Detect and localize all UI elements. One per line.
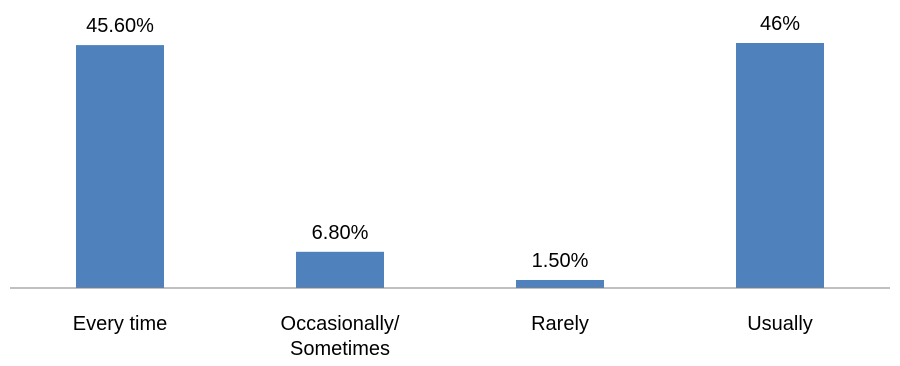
- bar-value-label: 46%: [760, 13, 800, 35]
- bar-value-label: 1.50%: [532, 250, 589, 272]
- x-tick-label: Every time: [73, 313, 167, 335]
- x-tick-label-line: Sometimes: [290, 338, 390, 360]
- x-tick-label: Usually: [747, 313, 813, 335]
- bar: [516, 280, 604, 288]
- bar: [736, 43, 824, 288]
- x-tick-labels-layer: Every time Occasionally/Sometimes Rarely Us…: [73, 313, 813, 360]
- bar-value-label: 6.80%: [312, 222, 369, 244]
- bar: [296, 251, 384, 288]
- x-tick-label: Occasionally/Sometimes: [281, 313, 400, 360]
- x-tick-label-line: Usually: [747, 313, 813, 335]
- x-tick-label: Rarely: [531, 313, 589, 335]
- x-tick-label-line: Occasionally/: [281, 313, 400, 335]
- bar-value-label: 45.60%: [86, 15, 154, 37]
- x-tick-label-line: Every time: [73, 313, 167, 335]
- bar: [76, 45, 164, 288]
- x-tick-label-line: Rarely: [531, 313, 589, 335]
- bars-layer: [76, 43, 824, 288]
- data-labels-layer: 45.60% 6.80% 1.50% 46%: [86, 13, 800, 272]
